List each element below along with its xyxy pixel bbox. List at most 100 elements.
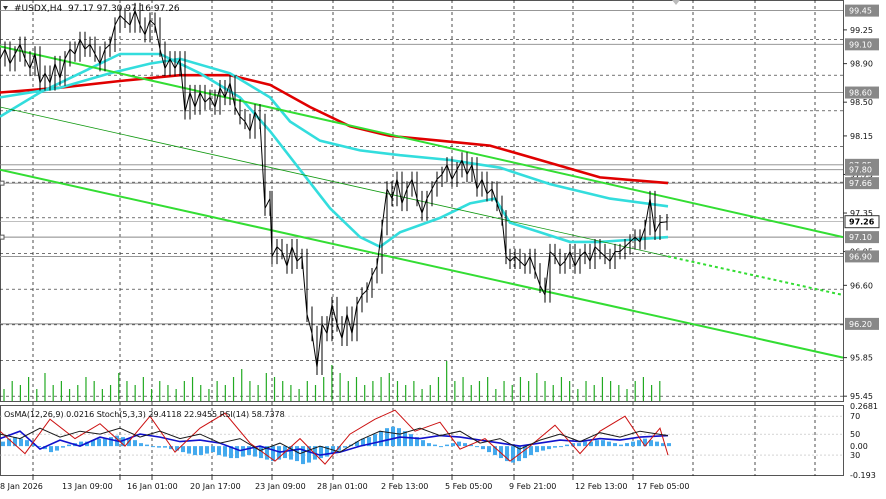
price-segment <box>194 92 201 108</box>
price-level-box <box>845 250 879 263</box>
osma-bar <box>37 446 41 448</box>
price-segment <box>9 53 16 64</box>
level-handle-icon[interactable] <box>0 180 5 186</box>
price-segment <box>366 275 373 291</box>
osma-bar <box>139 443 143 447</box>
osma-bar <box>277 446 281 460</box>
osma-bar <box>409 434 413 447</box>
price-segment <box>104 43 111 50</box>
osma-bar <box>151 446 155 448</box>
price-segment <box>446 164 453 180</box>
osma-bar <box>85 441 89 447</box>
price-level-label: 98.60 <box>849 89 872 98</box>
chart-header: #USDX,H4 97.17 97.30 97.16 97.26 <box>3 4 180 14</box>
time-label: 16 Jan 01:00 <box>127 482 178 491</box>
chart-shift-marker-icon[interactable] <box>672 0 680 5</box>
trend-line[interactable] <box>0 52 669 249</box>
price-segment <box>34 53 41 83</box>
price-level-box <box>845 4 879 17</box>
osma-bar <box>373 434 377 447</box>
osma-bar <box>403 431 407 447</box>
dropdown-arrow-icon[interactable] <box>3 6 8 10</box>
osma-bar <box>355 441 359 447</box>
price-segment <box>559 260 566 267</box>
price-tick-label: 95.85 <box>850 354 873 363</box>
osma-bar <box>199 446 203 456</box>
price-tick-label: 96.60 <box>850 281 873 290</box>
osma-bar <box>289 446 293 460</box>
price-segment <box>214 87 221 108</box>
price-segment <box>624 241 631 248</box>
price-segment <box>361 289 368 296</box>
osma-bar <box>631 441 635 447</box>
osma-bar <box>31 443 35 447</box>
price-segment <box>486 188 493 195</box>
price-segment <box>159 49 166 69</box>
price-segment <box>441 164 448 175</box>
price-segment <box>4 48 11 64</box>
price-segment <box>19 44 26 59</box>
osma-bar <box>61 446 65 448</box>
price-segment <box>164 58 171 69</box>
price-segment <box>501 217 507 257</box>
osma-bar <box>385 428 389 447</box>
price-tick-label: 97.35 <box>850 209 873 218</box>
time-label: 8 Jan 2026 <box>0 482 43 491</box>
price-candles <box>0 2 668 375</box>
price-segment <box>296 256 303 262</box>
price-segment <box>461 159 468 175</box>
osma-bar <box>583 441 587 447</box>
price-level-label: 96.20 <box>849 320 872 329</box>
price-segment <box>376 227 383 267</box>
level-handle-icon[interactable] <box>0 234 5 240</box>
osma-bar <box>67 444 71 447</box>
price-segment <box>199 92 206 103</box>
trend-line[interactable] <box>0 106 669 257</box>
price-segment <box>579 251 586 257</box>
osc-line <box>0 427 669 455</box>
price-segment <box>69 48 76 55</box>
osma-bar <box>193 446 197 456</box>
trend-line[interactable] <box>0 57 669 208</box>
price-segment <box>346 314 353 334</box>
osma-bar <box>391 426 395 447</box>
price-level-label: 97.80 <box>849 166 872 175</box>
osma-bar <box>457 441 461 447</box>
price-segment <box>456 159 463 170</box>
osma-bar <box>415 437 419 447</box>
osma-bar <box>265 446 269 460</box>
indicator-lines <box>0 45 844 359</box>
price-segment <box>396 179 403 204</box>
osma-bar <box>379 431 383 447</box>
price-segment <box>24 58 31 69</box>
osma-bar <box>481 446 485 450</box>
osma-bar <box>619 444 623 447</box>
price-level-box <box>845 163 879 176</box>
osma-bar <box>25 440 29 447</box>
osma-bar <box>103 438 107 447</box>
price-segment <box>184 92 191 112</box>
price-segment <box>451 169 458 180</box>
osma-bar <box>439 446 443 448</box>
osma-bar <box>541 446 545 451</box>
symbol-label: #USDX,H4 <box>14 4 63 14</box>
price-segment <box>549 251 556 257</box>
price-segment <box>269 198 273 257</box>
price-segment <box>39 73 46 84</box>
trend-line[interactable] <box>0 73 669 185</box>
price-level-box <box>845 177 879 190</box>
trend-line[interactable] <box>0 168 844 359</box>
trend-line[interactable] <box>0 45 844 239</box>
price-segment <box>144 20 151 35</box>
osma-bar <box>307 446 311 463</box>
price-segment <box>629 236 636 243</box>
osma-bar <box>505 446 509 462</box>
price-segment <box>49 63 56 84</box>
price-segment <box>224 82 231 98</box>
osma-bar <box>229 446 233 459</box>
price-segment <box>119 15 126 21</box>
price-segment <box>229 82 236 108</box>
price-segment <box>139 24 146 35</box>
price-segment <box>316 323 323 368</box>
